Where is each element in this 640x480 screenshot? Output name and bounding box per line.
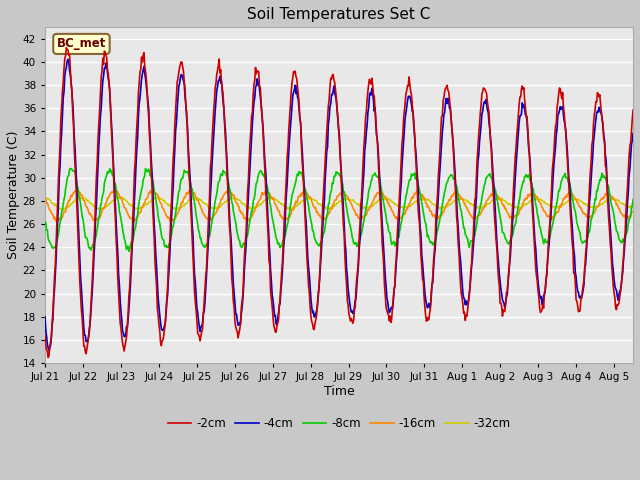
-8cm: [125, 249, 132, 254]
-16cm: [478, 208, 486, 214]
-2cm: [63, 45, 70, 50]
Line: -16cm: -16cm: [45, 190, 633, 222]
Legend: -2cm, -4cm, -8cm, -16cm, -32cm: -2cm, -4cm, -8cm, -16cm, -32cm: [163, 413, 515, 435]
-4cm: [45, 348, 52, 354]
-32cm: [125, 202, 132, 207]
-4cm: [64, 57, 72, 62]
-8cm: [316, 241, 323, 247]
X-axis label: Time: Time: [324, 385, 355, 398]
-16cm: [315, 213, 323, 218]
-16cm: [464, 207, 472, 213]
Y-axis label: Soil Temperature (C): Soil Temperature (C): [7, 131, 20, 259]
-16cm: [130, 219, 138, 225]
-4cm: [465, 298, 472, 303]
-32cm: [465, 200, 472, 205]
-16cm: [629, 208, 637, 214]
-16cm: [44, 200, 51, 206]
-2cm: [44, 348, 51, 354]
-8cm: [67, 166, 75, 171]
Line: -8cm: -8cm: [45, 168, 633, 252]
-8cm: [465, 241, 472, 247]
-32cm: [479, 205, 486, 211]
-2cm: [41, 332, 49, 338]
-4cm: [44, 342, 51, 348]
-32cm: [44, 196, 51, 202]
-4cm: [294, 94, 301, 100]
-8cm: [479, 191, 486, 196]
-32cm: [96, 207, 104, 213]
-2cm: [479, 89, 486, 95]
Line: -4cm: -4cm: [45, 60, 633, 351]
Title: Soil Temperatures Set C: Soil Temperatures Set C: [247, 7, 431, 22]
Line: -32cm: -32cm: [45, 197, 633, 210]
Text: BC_met: BC_met: [57, 37, 106, 50]
-8cm: [124, 244, 132, 250]
-2cm: [294, 83, 301, 89]
-4cm: [629, 131, 637, 136]
-32cm: [629, 204, 637, 210]
-4cm: [479, 108, 486, 114]
-2cm: [44, 355, 52, 360]
-2cm: [629, 107, 637, 113]
-8cm: [629, 196, 637, 202]
-8cm: [44, 228, 51, 233]
Line: -2cm: -2cm: [45, 48, 633, 358]
-32cm: [294, 203, 301, 208]
-16cm: [124, 210, 131, 216]
-16cm: [41, 197, 49, 203]
-16cm: [293, 200, 301, 206]
-32cm: [41, 194, 49, 200]
-8cm: [41, 219, 49, 225]
-4cm: [316, 276, 323, 282]
-4cm: [41, 314, 49, 320]
-2cm: [465, 299, 472, 305]
-32cm: [316, 201, 323, 207]
-16cm: [566, 187, 573, 193]
-8cm: [294, 171, 301, 177]
-2cm: [125, 294, 132, 300]
-2cm: [316, 273, 323, 278]
-4cm: [125, 307, 132, 312]
-32cm: [116, 194, 124, 200]
